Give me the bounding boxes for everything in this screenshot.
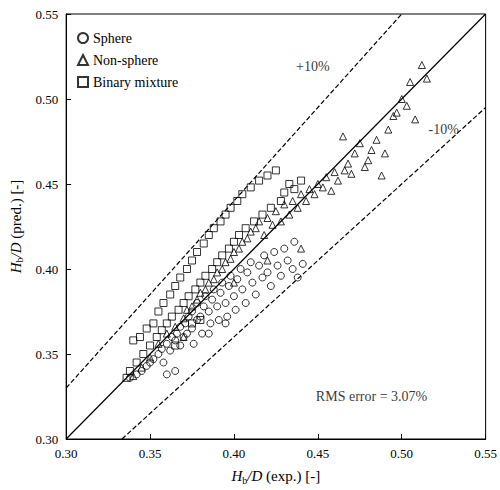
svg-text:/D: /D bbox=[246, 468, 262, 484]
svg-text:0.30: 0.30 bbox=[35, 432, 58, 447]
svg-text:Non-sphere: Non-sphere bbox=[93, 53, 158, 68]
svg-text:RMS error = 3.07%: RMS error = 3.07% bbox=[316, 389, 428, 404]
svg-text:0.35: 0.35 bbox=[35, 347, 58, 362]
svg-text:(exp.) [-]: (exp.) [-] bbox=[262, 468, 320, 485]
svg-text:(pred.) [-]: (pred.) [-] bbox=[8, 180, 25, 243]
svg-text:0.45: 0.45 bbox=[35, 177, 58, 192]
svg-text:0.55: 0.55 bbox=[35, 7, 58, 22]
svg-text:0.50: 0.50 bbox=[35, 92, 58, 107]
svg-text:0.30: 0.30 bbox=[55, 446, 78, 461]
svg-text:0.40: 0.40 bbox=[223, 446, 246, 461]
html-text:Hb: Hb bbox=[231, 468, 248, 486]
svg-text:-10%: -10% bbox=[429, 122, 460, 137]
svg-text:Sphere: Sphere bbox=[93, 31, 132, 46]
svg-text:0.40: 0.40 bbox=[35, 262, 58, 277]
svg-text:H: H bbox=[7, 262, 24, 274]
svg-text:b: b bbox=[14, 257, 25, 263]
svg-text:0.50: 0.50 bbox=[390, 446, 413, 461]
svg-text:/D: /D bbox=[8, 242, 24, 258]
svg-text:0.45: 0.45 bbox=[306, 446, 329, 461]
svg-text:0.35: 0.35 bbox=[139, 446, 162, 461]
svg-text:Binary mixture: Binary mixture bbox=[93, 75, 178, 90]
svg-text:+10%: +10% bbox=[296, 59, 330, 74]
svg-text:0.55: 0.55 bbox=[474, 446, 497, 461]
